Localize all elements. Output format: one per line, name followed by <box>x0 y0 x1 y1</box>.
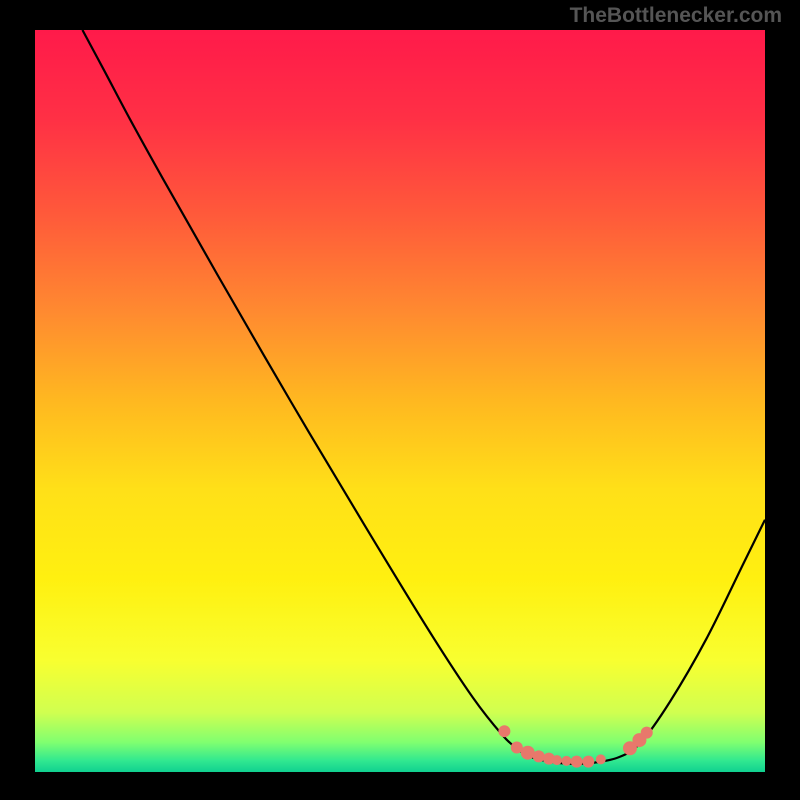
gradient-background <box>35 30 765 772</box>
data-marker <box>521 746 535 760</box>
data-marker <box>641 727 653 739</box>
data-marker <box>498 725 510 737</box>
data-marker <box>533 750 545 762</box>
chart-svg <box>35 30 765 772</box>
data-marker <box>596 754 606 764</box>
data-marker <box>552 755 562 765</box>
chart-plot-area <box>35 30 765 772</box>
data-marker <box>561 756 571 766</box>
data-marker <box>571 756 583 768</box>
data-marker <box>582 756 594 768</box>
watermark-text: TheBottlenecker.com <box>570 4 782 28</box>
